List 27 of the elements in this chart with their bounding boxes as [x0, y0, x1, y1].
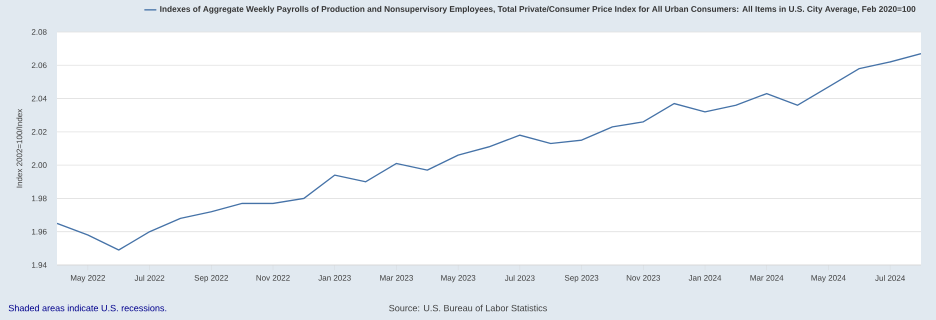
x-tick-label: Jul 2023 [504, 275, 535, 281]
y-tick-label: 2.08 [32, 29, 47, 35]
y-tick-label: 1.94 [32, 262, 47, 268]
x-tick-label: Mar 2024 [750, 275, 784, 281]
x-tick-label: Jan 2023 [318, 275, 351, 281]
x-tick-label: Mar 2023 [380, 275, 413, 281]
y-tick-label: 1.96 [32, 228, 47, 235]
y-tick-label: 2.00 [32, 162, 47, 168]
x-tick-label: Jul 2022 [134, 275, 164, 281]
text: Shaded areas indicate U.S. recessions. [8, 304, 166, 312]
x-tick-label: Nov 2022 [256, 275, 290, 281]
x-tick-label: Jan 2024 [688, 275, 722, 281]
x-tick-label: Sep 2022 [194, 275, 228, 282]
legend-label: Indexes of Aggregate Weekly Payrolls of Production and Nonsupervisory Employees, Total Private/Consumer Price Index for All Urban Consumers: All Items in U.S. City Average, Feb 2020=100 [160, 6, 916, 14]
y-tick-label: 1.98 [32, 196, 47, 202]
line-series [57, 52, 921, 251]
y-tick-label: 2.04 [32, 96, 47, 102]
y-tick-label: 2.06 [32, 62, 47, 68]
source-note: Source: U.S. Bureau of Labor Statistics [389, 304, 547, 312]
x-tick-label: May 2023 [441, 275, 476, 282]
x-tick-label: May 2024 [812, 275, 846, 282]
y-axis-title: Index 2002=100/Index [16, 108, 22, 188]
x-tick-label: Jul 2024 [875, 275, 906, 281]
x-tick-label: May 2022 [70, 275, 106, 282]
y-tick-label: 2.02 [32, 129, 47, 135]
x-tick-label: Sep 2023 [564, 275, 598, 282]
x-tick-label: Nov 2023 [626, 275, 660, 281]
